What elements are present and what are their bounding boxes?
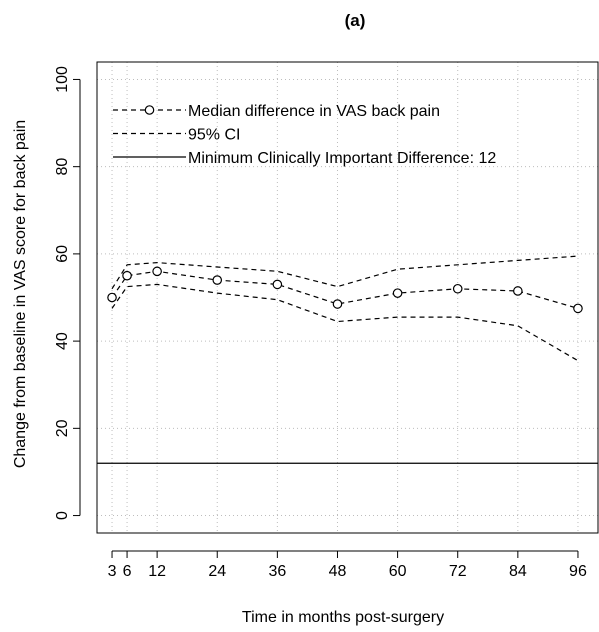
median-point (513, 286, 523, 296)
legend-swatch-point (144, 105, 155, 115)
median-point (573, 303, 583, 314)
grid (97, 62, 598, 533)
x-tick-label: 48 (329, 563, 347, 580)
series-layer (107, 255, 583, 362)
median-point (392, 288, 403, 298)
y-tick-label: 0 (54, 511, 71, 520)
legend-label: 95% CI (188, 127, 240, 144)
median-point (152, 266, 162, 277)
legend-item-mcid: Minimum Clinically Important Difference:… (113, 150, 496, 167)
y-tick-label: 100 (54, 66, 71, 93)
median-point (107, 292, 117, 303)
y-tick-label: 60 (54, 245, 71, 263)
median-line (111, 270, 579, 309)
chart-title: (a) (345, 11, 366, 30)
x-tick-label: 72 (449, 563, 467, 580)
ci-upper-line (111, 255, 579, 290)
x-tick-label: 24 (208, 563, 226, 580)
legend-label: Minimum Clinically Important Difference:… (188, 150, 496, 167)
x-tick-label: 36 (268, 563, 286, 580)
median-point (122, 270, 132, 281)
y-tick-label: 80 (54, 158, 71, 176)
legend: Median difference in VAS back pain 95% CI… (113, 103, 496, 167)
legend-label: Median difference in VAS back pain (188, 103, 440, 120)
x-tick-label: 84 (509, 563, 527, 580)
median-point (452, 283, 463, 294)
axes: 3 6 12 24 36 48 60 72 84 96 0 20 40 60 80 100 (54, 66, 587, 580)
x-axis-label: Time in months post-surgery (242, 609, 444, 626)
legend-item-ci: 95% CI (113, 127, 240, 144)
plot-frame (96, 61, 599, 534)
median-point (332, 299, 343, 309)
median-point (272, 279, 283, 290)
x-tick-label: 3 (108, 563, 117, 580)
x-tick-label: 96 (569, 563, 587, 580)
ci-lower-line (111, 283, 579, 362)
legend-item-median: Median difference in VAS back pain (113, 103, 440, 120)
y-tick-label: 40 (54, 332, 71, 350)
x-tick-label: 60 (389, 563, 407, 580)
median-point (212, 275, 223, 285)
x-tick-label: 6 (123, 563, 132, 580)
y-tick-label: 20 (54, 419, 71, 437)
y-axis-label: Change from baseline in VAS score for ba… (12, 120, 29, 468)
x-tick-label: 12 (148, 563, 166, 580)
